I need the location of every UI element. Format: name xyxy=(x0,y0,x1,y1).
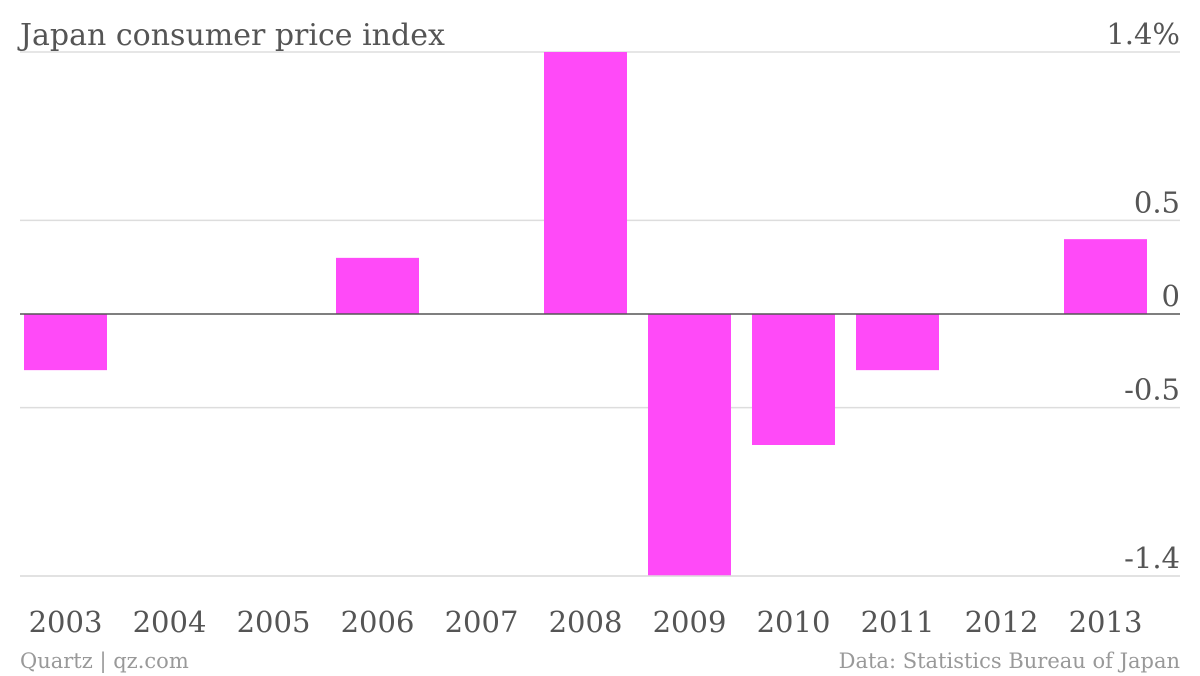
bar-2003 xyxy=(24,314,107,371)
y-tick-label: 1.4% xyxy=(1106,17,1180,51)
axes xyxy=(20,313,1180,577)
x-tick-label: 2004 xyxy=(133,605,207,639)
bar-2013 xyxy=(1064,239,1147,314)
y-tick-label: -0.5 xyxy=(1124,373,1180,407)
bar-2008 xyxy=(544,52,627,314)
x-tick-label: 2007 xyxy=(445,605,519,639)
bar-2011 xyxy=(856,314,939,371)
y-tick-label: 0 xyxy=(1162,279,1180,313)
y-tick-labels: 1.4% 0.5 0 -0.5 -1.4 xyxy=(1106,17,1180,575)
x-tick-labels: 2003 2004 2005 2006 2007 2008 2009 2010 2011 2012… xyxy=(29,605,1143,639)
bars xyxy=(24,52,1147,576)
x-tick-label: 2009 xyxy=(653,605,727,639)
bar-2009 xyxy=(648,314,731,576)
source-text: Data: Statistics Bureau of Japan xyxy=(839,649,1180,673)
x-tick-label: 2012 xyxy=(965,605,1039,639)
x-tick-label: 2003 xyxy=(29,605,103,639)
y-tick-label: -1.4 xyxy=(1124,541,1180,575)
x-tick-label: 2008 xyxy=(549,605,623,639)
bar-2006 xyxy=(336,257,419,314)
x-tick-label: 2013 xyxy=(1069,605,1143,639)
x-tick-label: 2010 xyxy=(757,605,831,639)
y-tick-label: 0.5 xyxy=(1134,185,1180,219)
credit-text: Quartz | qz.com xyxy=(20,649,189,674)
bar-2010 xyxy=(752,314,835,445)
x-tick-label: 2006 xyxy=(341,605,415,639)
chart-title: Japan consumer price index xyxy=(17,18,445,53)
x-tick-label: 2011 xyxy=(861,605,935,639)
x-tick-label: 2005 xyxy=(237,605,311,639)
